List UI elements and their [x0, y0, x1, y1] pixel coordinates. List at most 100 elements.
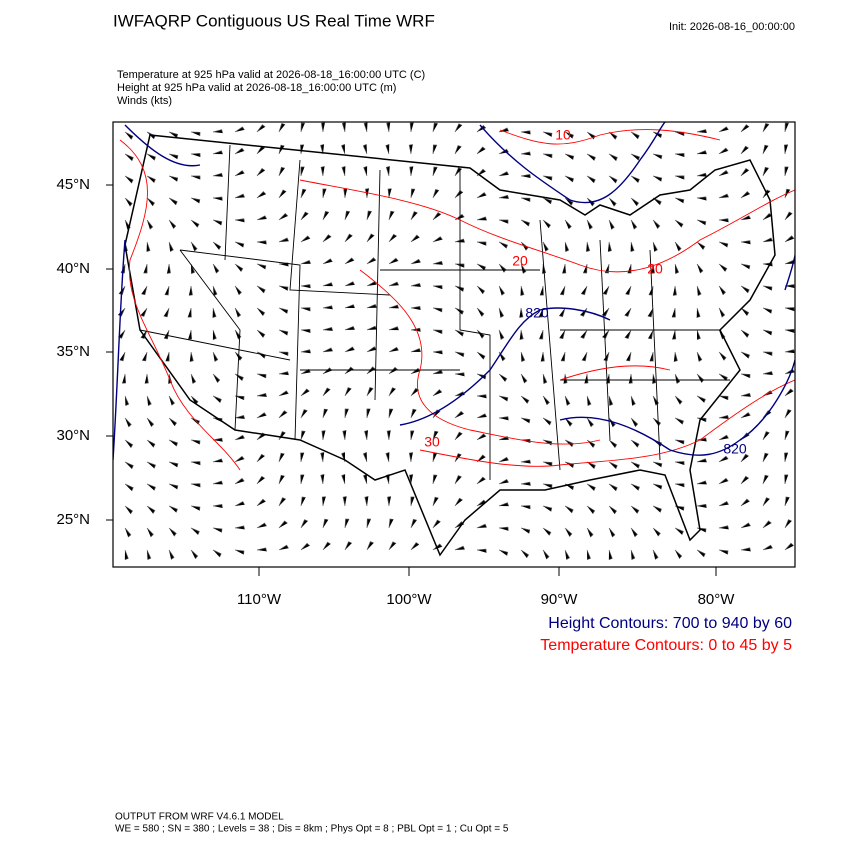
wind-barb [234, 285, 242, 296]
wind-barb [762, 166, 769, 177]
wind-barb [564, 461, 575, 468]
wind-barb [630, 549, 636, 560]
wind-barb [674, 549, 683, 559]
wind-barb [498, 219, 509, 224]
wind-barb [124, 417, 132, 428]
map-area [113, 122, 795, 561]
wind-barb [234, 415, 245, 420]
wind-barb [784, 328, 795, 333]
wind-barb [740, 240, 751, 245]
wind-barb [256, 522, 267, 529]
wind-barb [432, 350, 443, 355]
wind-barb [624, 307, 632, 317]
wind-barb [366, 408, 371, 419]
wind-barb [625, 285, 632, 296]
wind-barb [542, 505, 553, 512]
wind-barb [366, 233, 375, 243]
wind-barb [784, 474, 789, 485]
wind-barb [542, 175, 553, 181]
wind-barb [586, 417, 594, 428]
wind-barb [740, 373, 751, 379]
contour-label: 30 [424, 434, 440, 450]
wind-barb [671, 307, 676, 318]
wind-barb [762, 212, 773, 221]
wind-barb [784, 388, 794, 397]
wind-barb [696, 437, 707, 442]
wind-barb [362, 143, 368, 155]
lat-label: 40°N [56, 260, 90, 277]
wind-barb [386, 430, 391, 441]
wind-barb [168, 241, 174, 252]
wind-barb [168, 219, 177, 229]
wind-barb [696, 196, 707, 201]
legend-entry: Temperature Contours: 0 to 45 by 5 [540, 637, 792, 654]
wind-barb [344, 387, 352, 397]
wind-barb [278, 452, 285, 463]
wind-barb [563, 373, 568, 384]
wind-barb [674, 152, 685, 157]
wind-barb [762, 497, 770, 507]
legend-entry: Height Contours: 700 to 940 by 60 [548, 615, 792, 632]
wind-barb [740, 191, 751, 199]
us-outline [124, 134, 776, 557]
wind-barb [718, 170, 729, 177]
wind-barb [366, 304, 378, 309]
wind-barb [432, 389, 443, 397]
wind-barb [674, 373, 681, 384]
wind-barb [256, 373, 267, 379]
wind-barb [520, 373, 528, 384]
wind-barb [696, 458, 708, 463]
wind-barb [564, 175, 575, 183]
field-label: Height at 925 hPa valid at 2026-08-18_16… [117, 82, 396, 94]
wind-barb [168, 131, 179, 138]
wind-barb [168, 197, 178, 206]
wind-barb [278, 189, 287, 199]
wind-barb [762, 544, 773, 551]
wind-barb [410, 234, 420, 243]
wind-barb [696, 417, 707, 422]
wind-barb [168, 483, 179, 490]
wind-barb [784, 368, 795, 375]
wind-barb [234, 241, 245, 248]
wind-barb [476, 548, 487, 553]
wind-barb [740, 547, 751, 552]
wind-barb [432, 307, 443, 313]
wind-barb [256, 263, 267, 270]
wind-barb [454, 475, 462, 485]
wind-barb [454, 307, 464, 315]
wind-barb [520, 173, 531, 179]
wind-barb [278, 371, 289, 376]
footer-line: WE = 580 ; SN = 380 ; Levels = 38 ; Dis … [115, 824, 509, 835]
wind-barb [562, 263, 567, 274]
wind-barb [300, 166, 305, 177]
wind-barb [388, 326, 400, 331]
wind-barb [363, 473, 368, 485]
wind-barb [476, 285, 486, 295]
wind-barb [146, 219, 154, 230]
wind-barb [321, 122, 326, 133]
wind-barb [762, 144, 769, 155]
wind-barb [278, 122, 286, 133]
wind-barb [432, 212, 442, 221]
wind-barb [564, 439, 574, 447]
wind-barb [234, 477, 245, 485]
wind-barb [542, 395, 550, 406]
wind-barb [256, 285, 266, 294]
wind-barb [410, 306, 421, 311]
wind-barb [168, 549, 175, 560]
wind-barb [212, 527, 223, 533]
wind-barb [432, 474, 438, 485]
wind-barb [520, 197, 531, 202]
wind-barb [762, 329, 773, 336]
wind-barb [454, 497, 463, 507]
wind-barb [256, 215, 267, 221]
wind-barb [300, 349, 311, 354]
wind-barb [278, 237, 289, 243]
wind-barb [607, 241, 612, 252]
wind-barb [672, 285, 677, 296]
wind-barb [674, 219, 684, 228]
wind-barb [366, 387, 374, 397]
wind-barb [630, 219, 638, 230]
wind-barb [300, 122, 305, 133]
wind-barb [784, 284, 795, 289]
